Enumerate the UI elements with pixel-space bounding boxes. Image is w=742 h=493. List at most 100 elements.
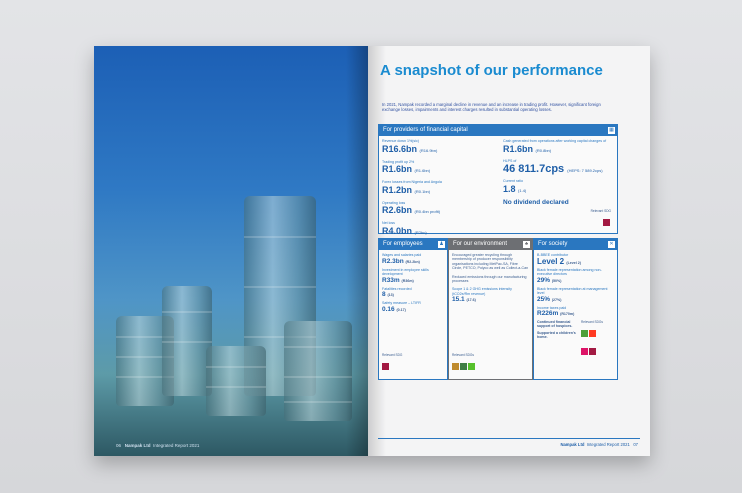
stat-value: R1.6bn xyxy=(382,164,413,174)
sdg-label: Relevant SDGs xyxy=(581,320,603,324)
stat-trading-profit: Trading profit up 2% R1.6bn (R1.6bn) xyxy=(382,160,497,177)
financial-right-stats: Cash generated from operations after wor… xyxy=(503,139,613,227)
stat-label: Revenue down 1%(sic) xyxy=(382,139,419,143)
environment-sdgs: Relevant SDGs xyxy=(452,353,476,375)
environment-panel: For our environment ♣ Encouraged greater… xyxy=(448,238,533,380)
stat-prior: (R36m) xyxy=(401,278,414,283)
stat-operating-loss: Operating loss R2.6bn (R0.4bn profit) xyxy=(382,201,497,218)
financial-left-stats: Revenue down 1%(sic) R16.6bn (R16.9bn) T… xyxy=(382,139,497,238)
stat-label: Trading profit up 2% xyxy=(382,159,415,164)
female-mgmt-prior: (27%) xyxy=(551,297,562,302)
stat-ltifr: Safety measure – LTIFR 0.16 (0.17) xyxy=(382,301,444,314)
stat-prior: (R1.6bn) xyxy=(414,168,431,173)
sdg-8-icon xyxy=(589,348,596,356)
stat-label: Investment in employee skills developmen… xyxy=(382,267,429,277)
sdg-15-icon xyxy=(468,363,475,370)
right-page: A snapshot of our performance In 2021, N… xyxy=(368,46,650,456)
female-mgmt-value: 25% xyxy=(537,295,551,303)
stat-prior: (R0.8bn) xyxy=(535,147,552,153)
sdg-label: Relevant SDG xyxy=(590,209,611,213)
female-exec-value: 29% xyxy=(537,276,551,284)
female-exec-prior: (50%) xyxy=(551,278,562,283)
panel-header: For providers of financial capital ▦ xyxy=(379,125,617,136)
stat-value: No dividend declared xyxy=(503,198,569,206)
page-gutter-shadow xyxy=(346,46,368,456)
stat-value: R4.0bn xyxy=(382,225,413,236)
stat-label: Safety measure – LTIFR xyxy=(382,301,421,305)
stat-label: Cash generated from operations after wor… xyxy=(503,139,607,143)
stat-value: 0.16 xyxy=(382,305,395,313)
stat-value: R1.6bn xyxy=(503,143,534,154)
stat-prior: (0.17) xyxy=(396,307,406,312)
stat-value: R16.6bn xyxy=(382,143,418,154)
society-body: B-BBEE contributor Level 2 (Level 2) Bla… xyxy=(534,250,617,356)
sdg-13-icon xyxy=(460,363,467,370)
people-icon: ♟ xyxy=(438,241,445,248)
stat-prior: (R2.2bn) xyxy=(405,259,420,264)
tax-value: R226m xyxy=(537,310,559,317)
left-page-photo: 06 Nampak Ltd Integrated Report 2021 xyxy=(94,46,368,456)
panel-title: For providers of financial capital xyxy=(383,127,468,133)
stat-prior: (R16.9bn) xyxy=(419,147,438,153)
recycling-text: Encouraged greater recycling through mem… xyxy=(452,253,529,271)
stat-label: Wages and salaries paid xyxy=(382,253,422,257)
left-footer: 06 Nampak Ltd Integrated Report 2021 xyxy=(116,443,199,448)
finance-icon: ▦ xyxy=(608,127,615,134)
bbbee-prior: (Level 2) xyxy=(566,260,581,265)
stat-prior: (R0.1bn) xyxy=(414,188,431,194)
stat-forex-losses: Forex losses from Nigeria and Angola R1.… xyxy=(382,180,497,197)
sdg-12-icon xyxy=(452,363,459,370)
employees-panel: For employees ♟ Wages and salaries paid … xyxy=(378,238,448,380)
right-footer: Nampak Ltd Integrated Report 2021 07 xyxy=(560,442,638,447)
open-report: 06 Nampak Ltd Integrated Report 2021 A s… xyxy=(94,46,650,456)
stat-dividend: No dividend declared xyxy=(503,199,613,207)
panel-header: For employees ♟ xyxy=(379,239,447,250)
leaf-icon: ♣ xyxy=(523,241,530,248)
can-image xyxy=(206,346,266,416)
tax-label: Income taxes paid xyxy=(537,305,567,310)
society-sdgs: Relevant SDGs xyxy=(581,320,603,360)
stat-label: Fatalities recorded xyxy=(382,286,412,291)
sdg-label: Relevant SDG xyxy=(382,352,403,357)
tax-prior: (R170m) xyxy=(560,312,575,316)
stat-value: 46 811.7cps xyxy=(503,163,565,175)
financial-sdg: Relevant SDG xyxy=(581,209,611,231)
hospice-note: Continued financial support of hospices. xyxy=(537,320,573,329)
stat-skills: Investment in employee skills developmen… xyxy=(382,268,444,285)
employees-stats: Wages and salaries paid R2.3bn (R2.2bn) … xyxy=(379,250,447,317)
childrens-home-note: Supported a children's home. xyxy=(537,330,576,340)
sdg-10-icon xyxy=(581,348,588,356)
society-panel: For society ✕ B-BBEE contributor Level 2… xyxy=(533,238,618,380)
stat-wages: Wages and salaries paid R2.3bn (R2.2bn) xyxy=(382,253,444,266)
stat-current-ratio: Current ratio 1.8 (1.4) xyxy=(503,179,613,196)
panel-title: For our environment xyxy=(453,241,508,247)
panel-header: For society ✕ xyxy=(534,239,617,250)
stat-revenue: Revenue down 1%(sic) R16.6bn (R16.9bn) xyxy=(382,139,497,156)
society-notes: Continued financial support of hospices.… xyxy=(537,320,614,356)
stat-value: R2.3bn xyxy=(382,257,404,265)
female-exec-label: Black female representation among non-ex… xyxy=(537,267,602,277)
stat-label: Scope 1 & 2 GHG emissions intensity (tCO… xyxy=(452,287,512,296)
stat-prior: (R0.4bn profit) xyxy=(414,209,441,214)
female-mgmt-label: Black female representation at managemen… xyxy=(537,286,608,296)
stat-label: HLPS of xyxy=(503,158,517,163)
can-image xyxy=(284,321,352,421)
stat-value: 8 xyxy=(382,291,386,298)
panel-header: For our environment ♣ xyxy=(449,239,532,250)
stat-net-loss: Net loss R4.0bn (R2bn) xyxy=(382,221,497,238)
stat-label: Current ratio xyxy=(503,179,523,183)
bbbee-label: B-BBEE contributor xyxy=(537,253,569,257)
stat-label: Operating loss xyxy=(382,200,406,205)
emissions-text: Reduced emissions through our manufactur… xyxy=(452,274,527,284)
stat-label: Forex losses from Nigeria and Angola xyxy=(382,180,442,184)
stat-hlps: HLPS of 46 811.7cps (HEPS: 7 589.2cps) xyxy=(503,159,613,177)
environment-body: Encouraged greater recycling through mem… xyxy=(449,250,532,307)
stat-value: R1.2bn xyxy=(382,184,413,195)
footer-brand: Nampak Ltd xyxy=(560,442,585,447)
panel-title: For society xyxy=(538,241,568,247)
sdg-5-icon xyxy=(589,330,596,338)
page-title: A snapshot of our performance xyxy=(380,62,603,79)
bbbee-value: Level 2 xyxy=(537,256,565,266)
footer-rule xyxy=(378,438,640,439)
